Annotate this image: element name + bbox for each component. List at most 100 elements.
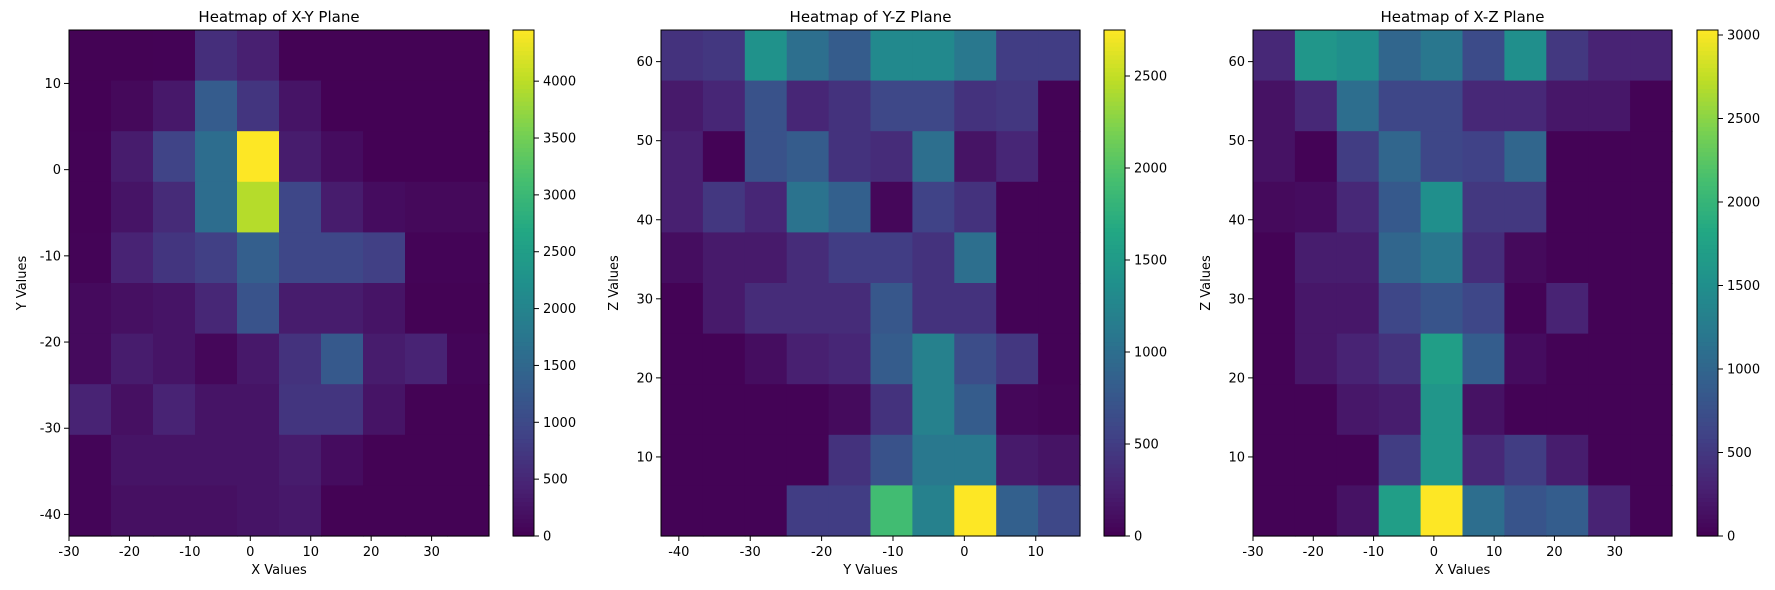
heatmap-cell [363, 283, 406, 335]
colorbar-segment [1697, 312, 1718, 318]
colorbar-segment [1104, 148, 1125, 153]
heatmap-cell [1630, 434, 1673, 486]
heatmap-cell [447, 232, 490, 284]
colorbar-segment [1697, 84, 1718, 90]
heatmap-cell [1038, 30, 1081, 82]
colorbar-segment [1104, 211, 1125, 217]
heatmap-cell [1336, 283, 1380, 335]
heatmap-cell [321, 181, 364, 233]
heatmap-cell [828, 434, 872, 486]
heatmap-cell [912, 283, 955, 335]
heatmap-cell [1378, 80, 1422, 132]
colorbar-segment [1697, 405, 1718, 411]
heatmap-cell [447, 131, 490, 183]
heatmap-cell [1038, 485, 1081, 537]
heatmap-cell [279, 283, 322, 335]
colorbar-segment [513, 337, 534, 343]
colorbar-segment [1104, 426, 1125, 432]
colorbar-segment [513, 447, 534, 453]
colorbar-segment [513, 274, 534, 280]
heatmap-cell [661, 333, 704, 385]
heatmap-cell [1588, 232, 1631, 284]
heatmap-cell [195, 131, 238, 183]
heatmap-cell [69, 30, 112, 82]
heatmap-cell [405, 485, 448, 537]
heatmap-cell [661, 80, 704, 132]
heatmap-cell [279, 232, 322, 284]
colorbar-segment [513, 139, 534, 145]
colorbar-segment [1104, 401, 1125, 406]
colorbar-segment [1697, 89, 1718, 94]
colorbar-segment [1104, 422, 1125, 427]
colorbar-segment [1104, 67, 1125, 73]
colorbar-segment [1104, 105, 1125, 111]
colorbar-segment [513, 198, 534, 204]
colorbar-segment [1697, 443, 1718, 449]
colorbar-segment [513, 342, 534, 347]
heatmap-cell [237, 80, 280, 132]
colorbar-segment [1104, 219, 1125, 225]
y-tick-label: 30 [636, 292, 653, 307]
heatmap-cell [828, 283, 872, 335]
colorbar-segment [513, 249, 534, 255]
x-axis-label: X Values [251, 563, 307, 578]
colorbar-segment [1104, 118, 1125, 124]
heatmap-cell [195, 283, 238, 335]
colorbar-segment [1697, 270, 1718, 276]
heatmap-cell [1630, 283, 1673, 335]
colorbar-tick-label: 0 [1134, 530, 1142, 545]
colorbar-segment [513, 451, 534, 457]
colorbar-segment [1104, 514, 1125, 520]
colorbar-segment [513, 34, 534, 40]
colorbar-segment [1104, 417, 1125, 423]
colorbar-segment [513, 207, 534, 212]
colorbar-segment [1697, 451, 1718, 457]
colorbar-segment [1697, 236, 1718, 242]
colorbar-segment [513, 97, 534, 103]
colorbar-segment [1697, 76, 1718, 82]
colorbar-segment [1697, 51, 1718, 56]
colorbar-segment [1104, 489, 1125, 495]
colorbar-segment [1104, 42, 1125, 48]
colorbar-segment [513, 51, 534, 56]
heatmap-cell [1588, 333, 1631, 385]
colorbar-frame [512, 29, 535, 537]
colorbar-segment [1104, 143, 1125, 149]
colorbar-segment [1104, 455, 1125, 461]
heatmap-cell [1336, 434, 1380, 486]
heatmap-cell [1336, 30, 1380, 82]
heatmap-cell [744, 30, 788, 82]
heatmap-cell [111, 232, 154, 284]
colorbar-segment [1104, 228, 1125, 233]
heatmap-cell [111, 333, 154, 385]
colorbar-segment [513, 422, 534, 427]
x-tick-label: -20 [811, 545, 832, 560]
heatmap-cell [1504, 232, 1547, 284]
colorbar-segment [1697, 80, 1718, 86]
heatmap-cell [1630, 131, 1673, 183]
colorbar-segment [513, 523, 534, 529]
colorbar-segment [1697, 148, 1718, 153]
colorbar-segment [513, 72, 534, 77]
heatmap-cell [1378, 232, 1422, 284]
heatmap-cell [1336, 384, 1380, 436]
colorbar-segment [513, 291, 534, 297]
colorbar-segment [1104, 460, 1125, 465]
colorbar: 0 500 1000 1500 2000 2500 [1103, 29, 1167, 545]
heatmap-cell [744, 80, 788, 132]
heatmap-cell [279, 80, 322, 132]
heatmap-cell [279, 181, 322, 233]
heatmap-cell [996, 384, 1039, 436]
heatmap-cell [111, 283, 154, 335]
colorbar-segment [1104, 173, 1125, 179]
colorbar-segment [1697, 160, 1718, 166]
heatmap-cell [828, 131, 872, 183]
heatmap-cell [870, 181, 913, 233]
colorbar-segment [513, 30, 534, 35]
colorbar-segment [513, 493, 534, 499]
heatmap-cell [447, 384, 490, 436]
heatmap-cell [661, 131, 704, 183]
colorbar-segment [1104, 388, 1125, 394]
colorbar-segment [1697, 245, 1718, 250]
colorbar-segment [1104, 320, 1125, 326]
